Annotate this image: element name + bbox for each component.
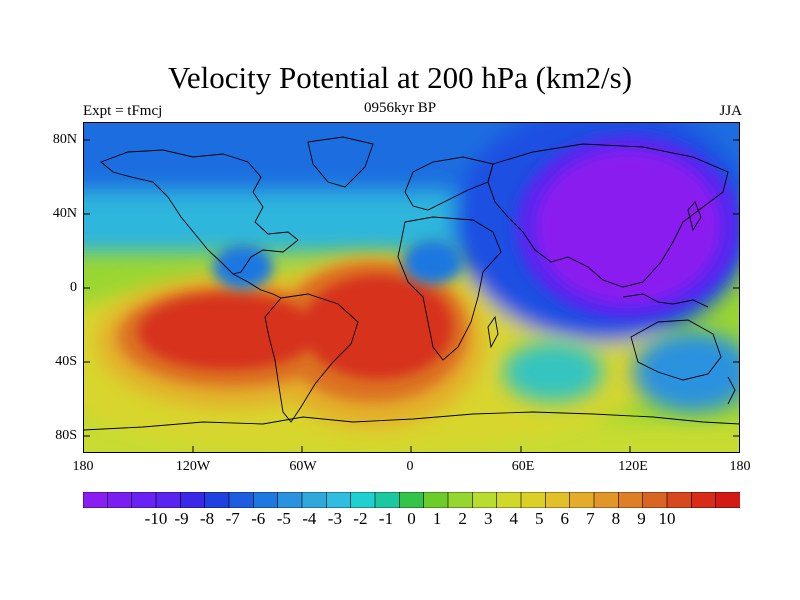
colorbar-label: -6	[251, 509, 266, 528]
colorbar-swatch	[350, 492, 376, 508]
lon-label-120e: 120E	[618, 459, 648, 474]
colorbar-swatch	[472, 492, 498, 508]
lon-label-180w: 180	[72, 459, 94, 474]
colorbar-label: -3	[327, 509, 342, 528]
colorbar-label: 3	[483, 509, 493, 528]
colorbar-swatch	[155, 492, 182, 508]
colorbar-swatch	[399, 492, 425, 508]
lon-label-180e: 180	[729, 459, 751, 474]
colorbar	[83, 492, 740, 508]
colorbar-swatch	[618, 492, 644, 508]
coastlines	[83, 136, 740, 431]
colorbar-swatch	[277, 492, 303, 508]
lon-label-60e: 60E	[511, 459, 535, 474]
colorbar-label: 8	[611, 509, 621, 528]
lat-label-eq: 0	[70, 280, 77, 295]
caribbean-minimum	[213, 245, 273, 289]
colorbar-label: -9	[174, 509, 189, 528]
colorbar-swatch	[520, 492, 547, 508]
colorbar-swatch	[83, 492, 109, 508]
colorbar-swatch	[593, 492, 620, 508]
page-title: Velocity Potential at 200 hPa (km2/s)	[167, 60, 633, 95]
colorbar-swatch	[423, 492, 449, 508]
colorbar-label: 0	[407, 509, 416, 528]
colorbar-label: 9	[637, 509, 646, 528]
colorbar-swatch	[545, 492, 571, 508]
colorbar-label: 5	[535, 509, 544, 528]
colorbar-label: -1	[378, 509, 394, 528]
north-africa-minimum	[403, 240, 463, 284]
colorbar-label: -10	[144, 509, 168, 528]
colorbar-label: 2	[458, 509, 467, 528]
colorbar-label: 6	[560, 509, 570, 528]
velocity-potential-map	[83, 122, 740, 453]
experiment-label: Expt = tFmcj	[83, 103, 163, 119]
colorbar-label: 1	[432, 509, 442, 528]
colorbar-label: -2	[353, 509, 368, 528]
axis-ticks	[83, 139, 740, 453]
colorbar-swatch	[107, 492, 133, 508]
colorbar-swatch	[642, 492, 668, 508]
lat-label-80n: 80N	[52, 132, 77, 147]
colorbar-swatch	[691, 492, 717, 508]
colorbar-label: 10	[658, 509, 676, 528]
colorbar-label: -8	[200, 509, 215, 528]
colorbar-swatch	[569, 492, 595, 508]
colorbar-swatch	[666, 492, 693, 508]
colorbar-swatch	[204, 492, 230, 508]
colorbar-swatch	[228, 492, 255, 508]
colorbar-swatch	[301, 492, 328, 508]
colorbar-swatch	[131, 492, 157, 508]
asian-minimum	[536, 151, 720, 303]
colorbar-label: 4	[509, 509, 518, 528]
colorbar-label: -5	[276, 509, 291, 528]
colorbar-label: 7	[586, 509, 595, 528]
south-pacific-maximum	[138, 294, 318, 370]
colorbar-swatch	[715, 492, 740, 508]
colorbar-label: -7	[225, 509, 240, 528]
south-atlantic-maximum	[303, 275, 453, 379]
colorbar-swatch	[326, 492, 352, 508]
season-label: JJA	[719, 103, 742, 119]
lat-label-40n: 40N	[52, 206, 77, 221]
lat-label-40s: 40S	[55, 354, 77, 369]
lon-label-60w: 60W	[289, 459, 317, 474]
period-label: 0956kyr BP	[363, 100, 437, 116]
colorbar-swatch	[447, 492, 474, 508]
colorbar-swatch	[180, 492, 206, 508]
colorbar-swatch	[496, 492, 522, 508]
lat-label-80s: 80S	[55, 428, 77, 443]
colorbar-swatch	[374, 492, 401, 508]
lon-label-120w: 120W	[175, 459, 211, 474]
colorbar-label: -4	[302, 509, 317, 528]
colorbar-swatch	[253, 492, 279, 508]
lon-label-0: 0	[406, 459, 414, 474]
